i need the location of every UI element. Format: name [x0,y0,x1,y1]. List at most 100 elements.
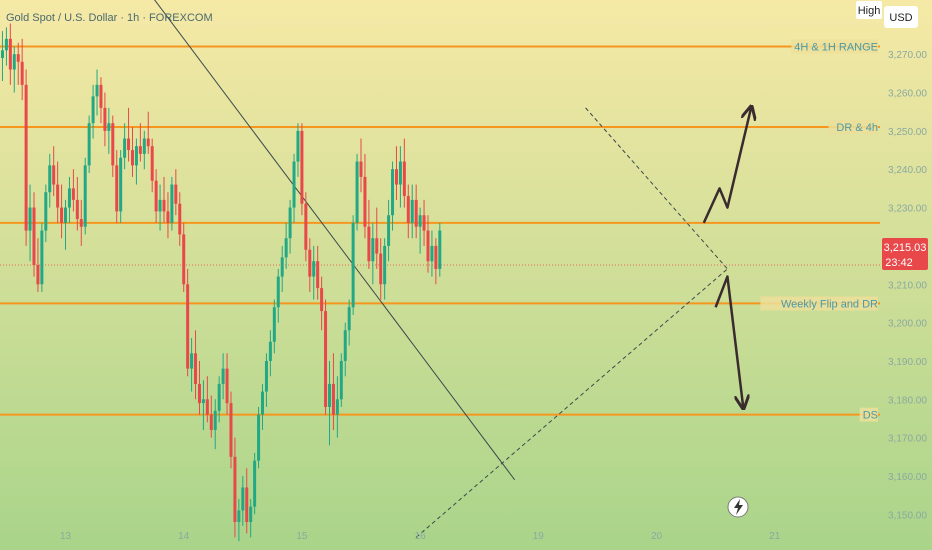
candle [8,23,12,85]
candle [44,184,48,243]
candle [138,123,142,162]
candle [245,468,249,534]
currency-button[interactable]: USD [884,6,918,28]
level-label: DS [863,410,878,422]
candle [312,245,316,300]
price-tick-label: 3,170.00 [888,434,927,445]
candle [229,391,233,469]
candle [201,380,205,430]
candle [182,222,186,292]
lightning-icon[interactable] [727,496,749,518]
candle [363,153,367,239]
price-tick-label: 3,260.00 [888,89,927,100]
candle-body [24,84,28,231]
candle-body [150,146,154,181]
candle [414,184,418,239]
trendlines [154,0,728,538]
candle [241,475,245,526]
last-price: 3,215.03 [884,242,927,254]
candle [438,222,442,277]
candle-body [36,265,40,285]
candle [142,130,146,170]
candle-body [391,169,395,216]
candle-body [134,146,138,166]
bar-countdown: 23:42 [885,257,913,269]
candle [12,46,16,93]
candle-body [276,276,280,308]
candle [4,27,8,66]
candle [83,157,87,235]
candle-body [213,410,217,430]
candle [379,238,383,300]
candle [272,299,276,354]
candle-body [60,207,64,223]
candle [130,127,134,177]
candle-body [367,226,371,262]
candle-body [387,215,391,246]
candle-body [320,288,324,312]
candle-body [115,165,119,212]
last-price-badge: 3,215.03 23:42 [882,238,928,270]
candle-body [410,199,414,223]
candle [371,222,375,285]
candle [107,107,111,154]
candle [79,199,83,246]
candle-body [186,284,190,369]
candle [178,192,182,246]
candle-body [158,199,162,212]
candle-body [4,38,8,51]
time-axis[interactable]: 13 14 15 16 19 20 21 [60,531,781,542]
candle [170,176,174,231]
candle [174,169,178,216]
price-tick-label: 3,150.00 [888,510,927,521]
candle [209,395,213,438]
candle [190,337,194,392]
candle-body [296,130,300,162]
horizontal-levels: 4H & 1H RANGE DR & 4h Weekly Flip and DR DS [0,39,880,422]
candle-body [48,165,52,193]
candle-body [288,207,292,239]
scale-mode-button[interactable]: High [856,1,882,19]
price-tick-label: 3,230.00 [888,204,927,215]
candle [213,399,217,450]
price-axis[interactable]: 3,150.00 3,160.00 3,170.00 3,180.00 3,190.00… [882,0,932,550]
candle [406,184,410,239]
candle-body [99,84,103,108]
candle [16,42,20,85]
candle [347,299,351,346]
candle-body [398,161,402,185]
candle [162,176,166,223]
candle [150,138,154,193]
candle-body [123,138,127,158]
candle-body [268,341,272,361]
trendline [154,0,516,481]
candle [264,353,268,407]
candle-body [75,199,79,220]
candle-body [111,123,115,166]
projection-arrow-down [714,275,744,407]
candle-body [394,169,398,185]
candle [402,138,406,208]
candle [308,238,312,292]
candle-body [221,368,225,384]
candle-body [28,207,32,231]
candle [217,376,221,423]
candle [426,215,430,273]
candle-body [138,146,142,154]
currency-label: USD [889,12,912,24]
candle [320,276,324,331]
candle [394,146,398,200]
candle-body [166,211,170,223]
candle [237,498,241,542]
candle [166,192,170,239]
candle-body [359,161,363,177]
candle [123,123,127,170]
candle [40,222,44,292]
candle [391,161,395,231]
candle-body [103,107,107,131]
candle-body [8,38,12,70]
time-tick-label: 16 [415,531,427,542]
candle-body [91,96,95,124]
candle-body [237,510,241,522]
